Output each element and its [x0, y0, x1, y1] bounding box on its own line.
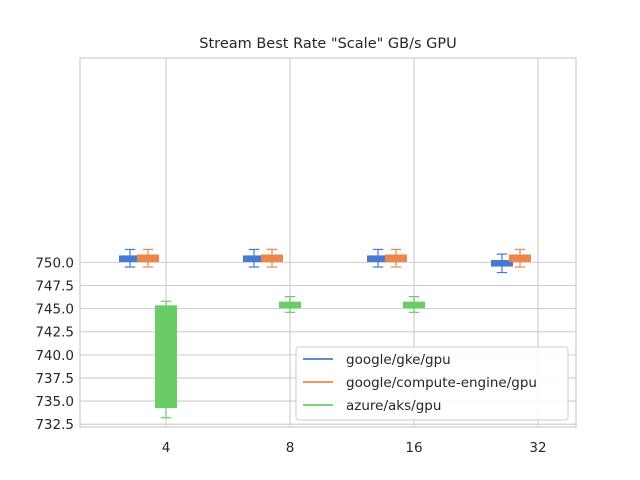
legend: google/gke/gpu google/compute-engine/gpu a…	[295, 346, 569, 421]
y-tick-label: 732.5	[35, 417, 74, 433]
x-tick-label: 16	[405, 440, 422, 456]
box-google-compute-engine-gpu-8	[261, 248, 283, 268]
box-azure-aks-gpu-8	[279, 296, 301, 313]
box-google-gke-gpu-4	[119, 248, 141, 268]
x-tick-label: 8	[286, 440, 295, 456]
y-tick-label: 735.0	[35, 394, 74, 410]
box-google-compute-engine-gpu-16	[385, 248, 407, 268]
legend-label: google/compute-engine/gpu	[346, 375, 537, 391]
y-tick-label: 750.0	[35, 255, 74, 271]
x-tick-label: 32	[529, 440, 546, 456]
box-google-compute-engine-gpu-32	[509, 248, 531, 268]
box-google-gke-gpu-32	[491, 253, 513, 274]
x-tick-labels: 4 8 16 32	[162, 440, 547, 456]
y-tick-label: 742.5	[35, 325, 74, 341]
legend-frame	[295, 346, 569, 421]
y-tick-label: 747.5	[35, 279, 74, 295]
y-tick-label: 740.0	[35, 348, 74, 364]
x-tick-label: 4	[162, 440, 171, 456]
box-google-compute-engine-gpu-4	[137, 248, 159, 268]
y-tick-label: 737.5	[35, 371, 74, 387]
box-azure-aks-gpu-4	[155, 300, 177, 419]
y-tick-labels: 732.5 735.0 737.5 740.0 742.5 745.0 747.5 750.0	[35, 255, 74, 433]
legend-label: azure/aks/gpu	[346, 398, 441, 414]
box-body	[155, 305, 177, 409]
legend-label: google/gke/gpu	[346, 352, 451, 368]
box-azure-aks-gpu-16	[403, 296, 425, 313]
plot-frame	[79, 57, 577, 428]
y-tick-label: 745.0	[35, 302, 74, 318]
box-series	[119, 248, 531, 419]
chart-title: Stream Best Rate "Scale" GB/s GPU	[199, 36, 456, 52]
